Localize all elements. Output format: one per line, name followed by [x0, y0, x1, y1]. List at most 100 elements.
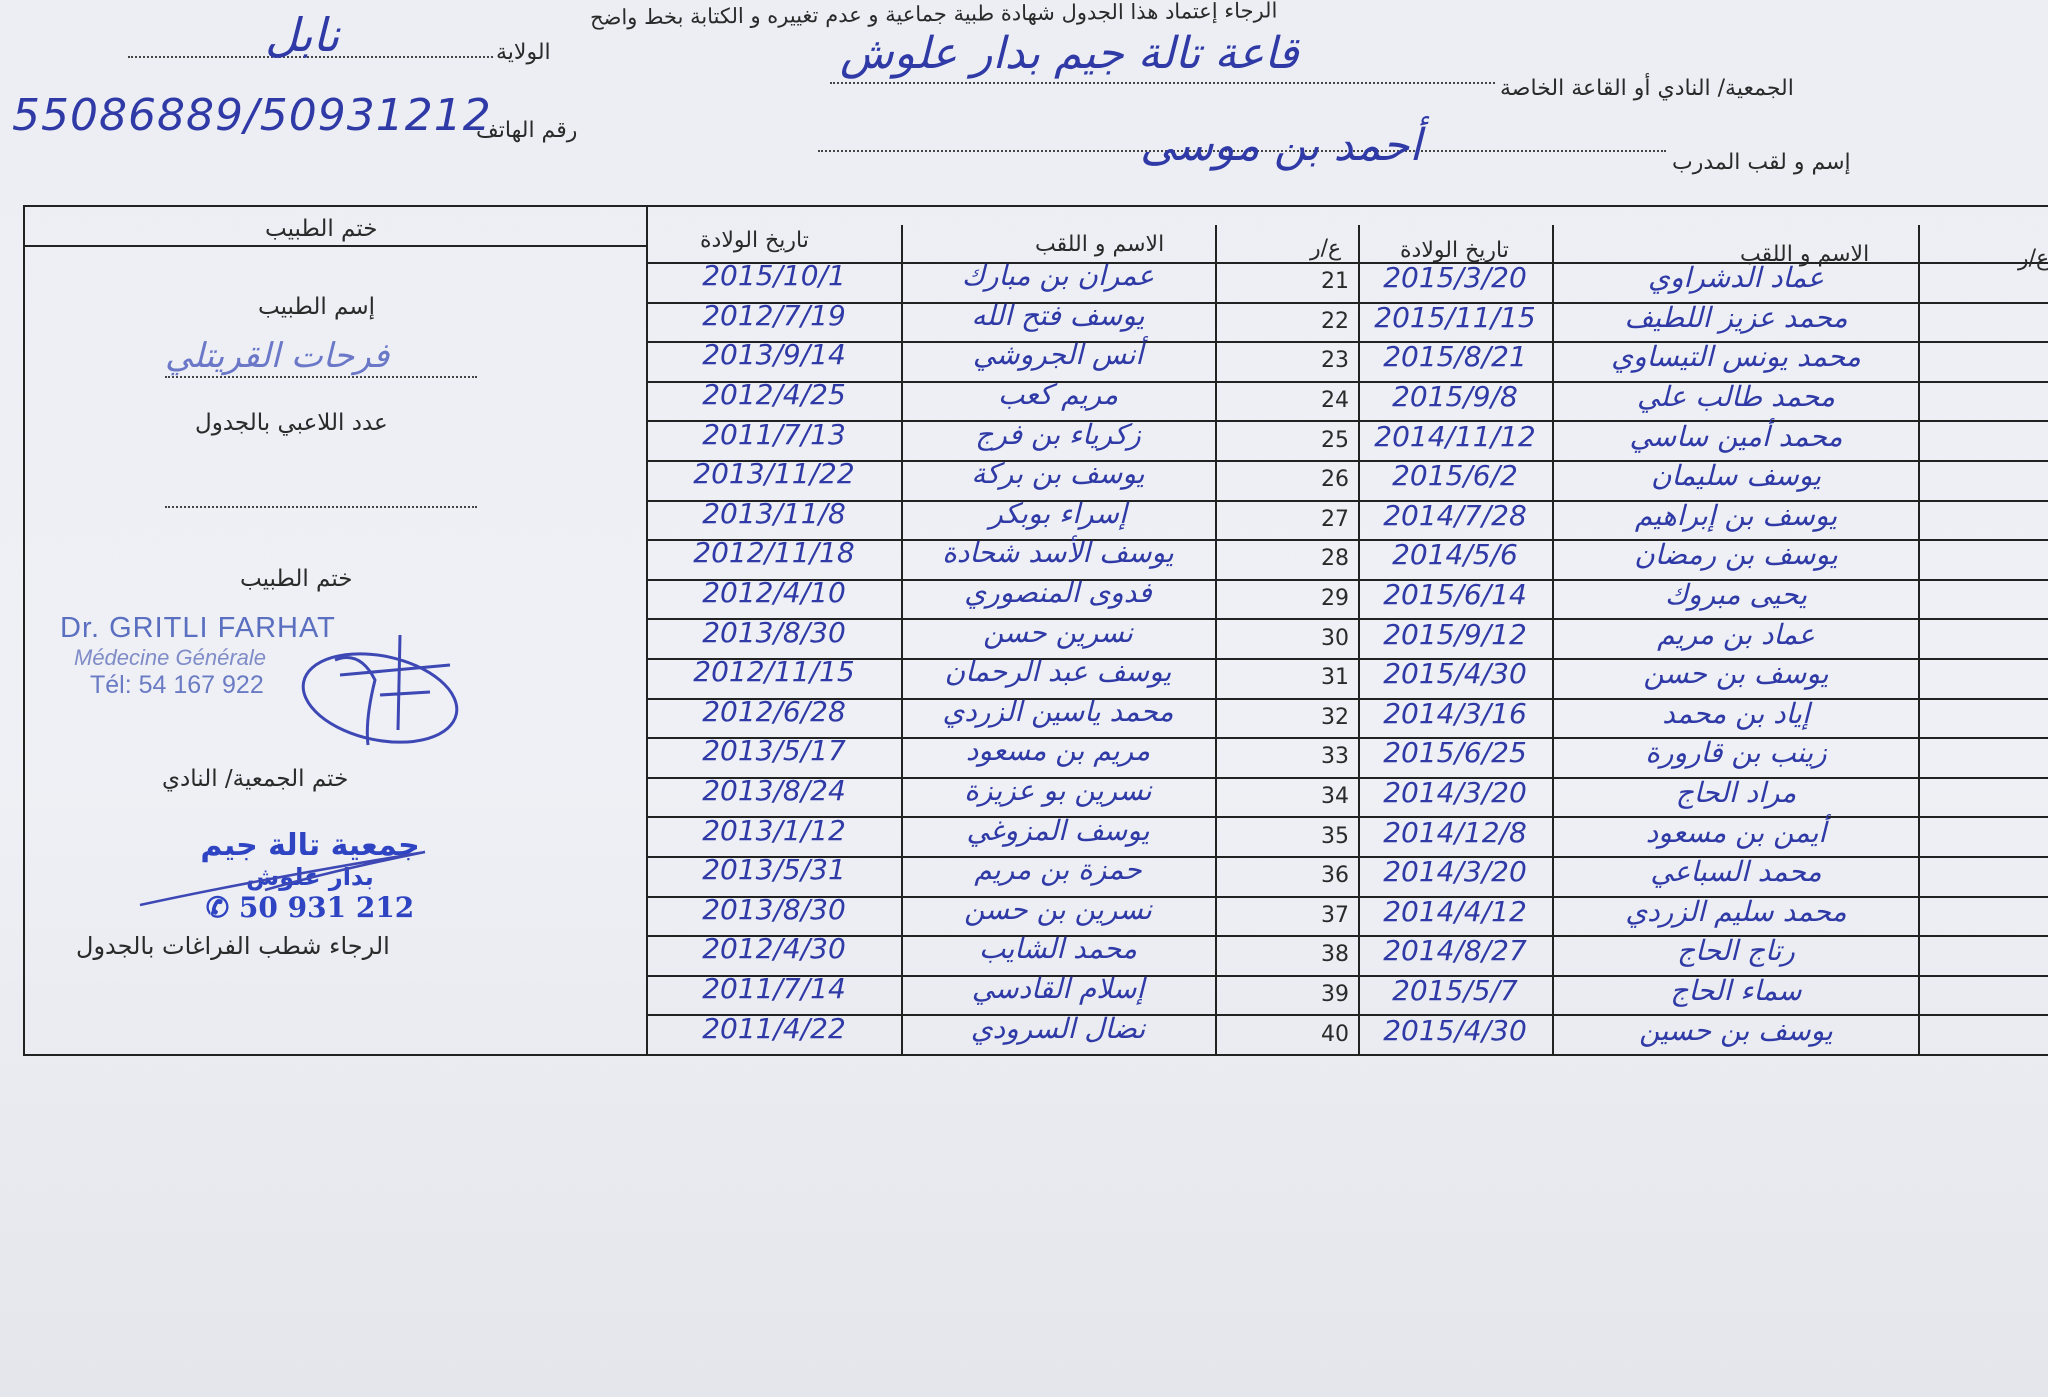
- header-name-b: الاسم و اللقب: [1035, 232, 1165, 257]
- birth-date-cell[interactable]: 2015/11/15: [1374, 300, 1536, 334]
- player-name-cell[interactable]: محمد سليم الزردي: [1625, 894, 1847, 928]
- player-name-cell[interactable]: محمد يونس التيساوي: [1611, 340, 1861, 374]
- table-top-border: [23, 205, 2048, 207]
- player-name-cell[interactable]: مراد الحاج: [1675, 776, 1797, 810]
- birth-date-cell[interactable]: 2015/4/30: [1383, 657, 1527, 691]
- col-divider: [1918, 225, 1920, 1056]
- player-name-cell[interactable]: يوسف الأسد شحادة: [942, 536, 1174, 570]
- birth-date-cell[interactable]: 2012/7/19: [702, 298, 846, 332]
- row-divider: [646, 697, 2048, 700]
- player-name-cell[interactable]: حمزة بن مريم: [974, 853, 1142, 887]
- birth-date-cell[interactable]: 2011/4/22: [702, 1011, 846, 1045]
- player-name-cell[interactable]: محمد عزيز اللطيف: [1624, 300, 1848, 334]
- phone-value[interactable]: 55086889/50931212: [12, 90, 492, 141]
- birth-date-cell[interactable]: 2014/3/16: [1383, 696, 1527, 730]
- birth-date-cell[interactable]: 2013/5/17: [702, 734, 846, 768]
- player-name-cell[interactable]: زكرياء بن فرج: [975, 417, 1141, 451]
- birth-date-cell[interactable]: 2012/11/15: [693, 655, 855, 689]
- birth-date-cell[interactable]: 2011/7/13: [702, 417, 846, 451]
- player-name-cell[interactable]: عمران بن مبارك: [961, 259, 1155, 293]
- player-name-cell[interactable]: يوسف بن حسن: [1643, 657, 1829, 691]
- player-name-cell[interactable]: محمد الشايب: [979, 932, 1137, 966]
- player-name-cell[interactable]: مريم كعب: [997, 378, 1119, 412]
- player-name-cell[interactable]: يوسف سليمان: [1650, 459, 1822, 493]
- player-name-cell[interactable]: يوسف عبد الرحمان: [944, 655, 1172, 689]
- wilaya-value[interactable]: نابل: [265, 8, 340, 62]
- player-name-cell[interactable]: محمد السباعي: [1650, 855, 1822, 889]
- birth-date-cell[interactable]: 2014/8/27: [1383, 934, 1527, 968]
- birth-date-cell[interactable]: 2014/11/12: [1374, 419, 1536, 453]
- birth-date-cell[interactable]: 2015/6/25: [1383, 736, 1527, 770]
- player-name-cell[interactable]: رتاج الحاج: [1677, 934, 1795, 968]
- birth-date-cell[interactable]: 2011/7/14: [702, 972, 846, 1006]
- player-name-cell[interactable]: أنس الجروشي: [972, 338, 1144, 372]
- col-divider: [901, 225, 903, 1056]
- player-name-cell[interactable]: فدوى المنصوري: [964, 576, 1152, 610]
- player-name-cell[interactable]: نضال السرودي: [970, 1011, 1146, 1045]
- birth-date-cell[interactable]: 2015/4/30: [1383, 1013, 1527, 1047]
- birth-date-cell[interactable]: 2012/4/25: [702, 378, 846, 412]
- birth-date-cell[interactable]: 2014/3/20: [1383, 776, 1527, 810]
- player-name-cell[interactable]: نسرين حسن: [983, 615, 1133, 649]
- player-name-cell[interactable]: زينب بن قارورة: [1645, 736, 1827, 770]
- whatsapp-icon: ✆: [205, 891, 230, 924]
- player-name-cell[interactable]: إياد بن محمد: [1662, 696, 1810, 730]
- birth-date-cell[interactable]: 2015/10/1: [702, 259, 846, 293]
- birth-date-cell[interactable]: 2013/11/22: [693, 457, 855, 491]
- birth-date-cell[interactable]: 2014/3/20: [1383, 855, 1527, 889]
- row-divider: [646, 895, 2048, 898]
- birth-date-cell[interactable]: 2015/3/20: [1383, 261, 1527, 295]
- player-name-cell[interactable]: إسراء بوبكر: [989, 496, 1127, 530]
- birth-date-cell[interactable]: 2013/8/30: [702, 892, 846, 926]
- birth-date-cell[interactable]: 2015/8/21: [1383, 340, 1527, 374]
- player-name-cell[interactable]: يوسف المزوغي: [966, 813, 1150, 847]
- player-name-cell[interactable]: محمد أمين ساسي: [1629, 419, 1843, 453]
- coach-value[interactable]: أحمد بن موسى: [1140, 120, 1422, 171]
- player-name-cell[interactable]: يحيى مبروك: [1664, 578, 1808, 612]
- player-name-cell[interactable]: مريم بن مسعود: [965, 734, 1151, 768]
- birth-date-cell[interactable]: 2014/12/8: [1383, 815, 1527, 849]
- player-name-cell[interactable]: يوسف بن بركة: [971, 457, 1145, 491]
- player-name-cell[interactable]: يوسف بن حسين: [1639, 1013, 1833, 1047]
- club-label: الجمعية/ النادي أو القاعة الخاصة: [1500, 76, 1794, 101]
- doctor-name-value[interactable]: فرحات القريتلي: [165, 336, 390, 376]
- birth-date-cell[interactable]: 2015/9/12: [1383, 617, 1527, 651]
- header-row-line: [646, 262, 2048, 264]
- wilaya-dotted-line: [128, 56, 493, 58]
- birth-date-cell[interactable]: 2012/4/10: [702, 576, 846, 610]
- player-name-cell[interactable]: محمد طالب علي: [1637, 380, 1835, 414]
- birth-date-cell[interactable]: 2013/11/8: [702, 496, 846, 530]
- birth-date-cell[interactable]: 2014/5/6: [1392, 538, 1518, 572]
- birth-date-cell[interactable]: 2015/9/8: [1392, 380, 1518, 414]
- birth-date-cell[interactable]: 2015/6/2: [1392, 459, 1518, 493]
- birth-date-cell[interactable]: 2013/9/14: [702, 338, 846, 372]
- birth-date-cell[interactable]: 2013/8/30: [702, 615, 846, 649]
- player-name-cell[interactable]: يوسف بن رمضان: [1634, 538, 1838, 572]
- birth-date-cell[interactable]: 2012/6/28: [702, 694, 846, 728]
- birth-date-cell[interactable]: 2014/7/28: [1383, 498, 1527, 532]
- player-name-cell[interactable]: محمد ياسين الزردي: [942, 694, 1174, 728]
- player-name-cell[interactable]: يوسف فتح الله: [971, 298, 1145, 332]
- player-name-cell[interactable]: عماد بن مريم: [1657, 617, 1815, 651]
- player-name-cell[interactable]: سماء الحاج: [1670, 974, 1802, 1008]
- player-name-cell[interactable]: نسرين بن حسن: [964, 892, 1152, 926]
- player-name-cell[interactable]: أيمن بن مسعود: [1645, 815, 1827, 849]
- players-count-dotted-line[interactable]: [165, 506, 477, 508]
- row-divider: [646, 420, 2048, 423]
- birth-date-cell[interactable]: 2013/1/12: [702, 813, 846, 847]
- birth-date-cell[interactable]: 2014/4/12: [1383, 894, 1527, 928]
- birth-date-cell[interactable]: 2015/5/7: [1392, 974, 1518, 1008]
- row-number: 33: [1321, 744, 1349, 770]
- player-name-cell[interactable]: نسرين بو عزيزة: [964, 774, 1152, 808]
- birth-date-cell[interactable]: 2013/8/24: [702, 774, 846, 808]
- player-name-cell[interactable]: إسلام القادسي: [971, 972, 1145, 1006]
- club-value[interactable]: قاعة تالة جيم بدار علوش: [840, 28, 1299, 79]
- player-name-cell[interactable]: عماد الدشراوي: [1648, 261, 1824, 295]
- birth-date-cell[interactable]: 2015/6/14: [1383, 578, 1527, 612]
- player-name-cell[interactable]: يوسف بن إبراهيم: [1634, 498, 1838, 532]
- birth-date-cell[interactable]: 2012/4/30: [702, 932, 846, 966]
- birth-date-cell[interactable]: 2012/11/18: [693, 536, 855, 570]
- club-stamp-label: ختم الجمعية/ النادي: [162, 766, 349, 792]
- birth-date-cell[interactable]: 2013/5/31: [702, 853, 846, 887]
- club-stamp-phone: 50 931 212: [238, 891, 415, 924]
